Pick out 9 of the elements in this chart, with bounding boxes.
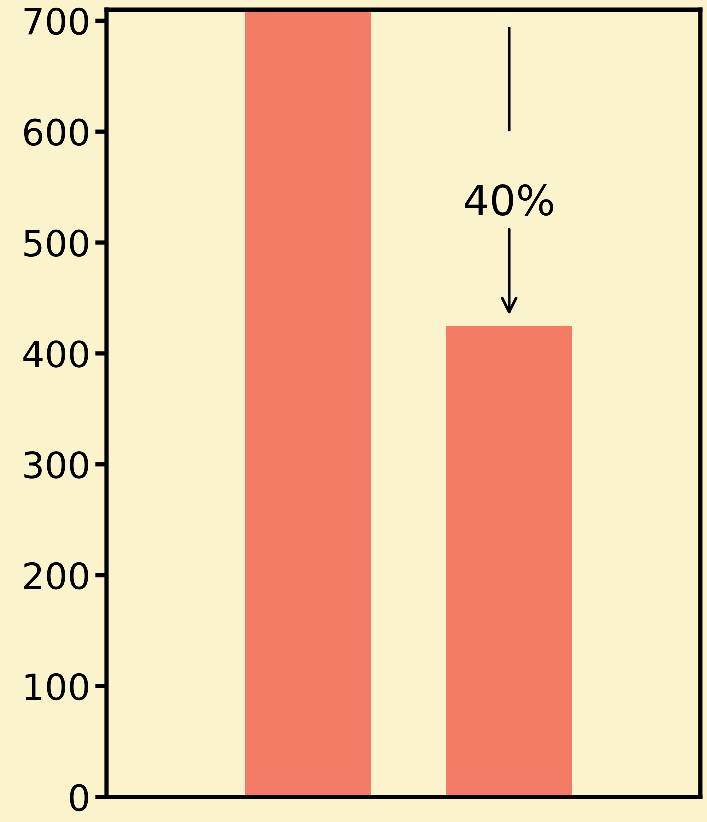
y-tick-label: 200	[24, 562, 88, 590]
y-tick-label: 400	[24, 340, 88, 368]
y-tick-label: 300	[24, 452, 88, 479]
y-tick-label: 600	[24, 118, 88, 146]
y-tick-label: 700	[24, 8, 88, 36]
annotation: 40%	[465, 184, 554, 216]
y-tick-label: 0	[70, 784, 88, 812]
y-tick-label: 500	[24, 230, 88, 258]
y-tick-label: 100	[26, 673, 88, 701]
